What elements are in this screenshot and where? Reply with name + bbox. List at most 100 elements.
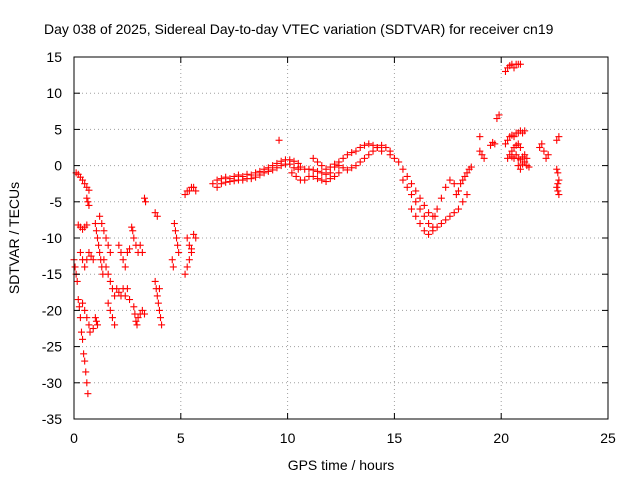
data-point (540, 147, 548, 155)
data-point (85, 248, 93, 256)
data-point (305, 165, 313, 173)
data-point (461, 172, 469, 180)
data-point (318, 162, 326, 170)
data-point (121, 263, 129, 271)
data-point (151, 209, 159, 217)
data-point (360, 154, 368, 162)
data-point (459, 176, 467, 184)
data-point (343, 166, 351, 174)
axis-ticks (73, 56, 609, 420)
data-point (521, 158, 529, 166)
data-point (412, 187, 420, 195)
data-point (140, 194, 148, 202)
data-point (104, 299, 112, 307)
data-point (98, 220, 106, 228)
x-tick-label: 10 (280, 430, 296, 446)
data-point (106, 248, 114, 256)
data-point (277, 162, 285, 170)
data-point (399, 165, 407, 173)
data-point (87, 252, 95, 260)
data-point (80, 350, 88, 358)
data-point (339, 154, 347, 162)
data-point (123, 248, 131, 256)
data-point (155, 306, 163, 314)
data-point (83, 221, 91, 229)
data-point (446, 176, 454, 184)
data-point (390, 154, 398, 162)
data-point (84, 390, 92, 398)
data-point (104, 270, 112, 278)
data-point (501, 140, 509, 148)
data-point (454, 205, 462, 213)
data-point (83, 379, 91, 387)
data-point (154, 299, 162, 307)
data-point (508, 147, 516, 155)
data-point (463, 191, 471, 199)
data-point (525, 163, 533, 171)
data-point (84, 198, 92, 206)
data-point (553, 183, 561, 191)
data-point (91, 314, 99, 322)
data-point (79, 335, 87, 343)
data-point (100, 227, 108, 235)
data-point (269, 166, 277, 174)
data-point (183, 234, 191, 242)
data-point (185, 187, 193, 195)
data-point (83, 314, 91, 322)
data-point (217, 180, 225, 188)
data-point (91, 220, 99, 228)
data-point (273, 164, 281, 172)
data-point (412, 198, 420, 206)
data-point (554, 180, 562, 188)
y-tick-label: 5 (54, 121, 62, 137)
y-tick-label: -15 (42, 266, 62, 282)
data-point (544, 151, 552, 159)
data-point (450, 209, 458, 217)
data-point (318, 169, 326, 177)
data-point (365, 151, 373, 159)
data-point (322, 165, 330, 173)
data-point (111, 292, 119, 300)
x-tick-label: 5 (177, 430, 185, 446)
data-point (89, 256, 97, 264)
data-point (111, 321, 119, 329)
data-point (504, 154, 512, 162)
data-point (521, 127, 529, 135)
data-point (130, 234, 138, 242)
data-point (412, 212, 420, 220)
data-point (81, 263, 89, 271)
data-point (185, 241, 193, 249)
data-point (403, 183, 411, 191)
data-point (457, 180, 465, 188)
data-point (493, 115, 501, 123)
data-point (129, 227, 137, 235)
data-point (437, 194, 445, 202)
data-point (126, 296, 134, 304)
data-point (95, 241, 103, 249)
data-point (79, 176, 87, 184)
data-point (102, 263, 110, 271)
data-point (264, 167, 272, 175)
data-point (437, 220, 445, 228)
data-point (115, 241, 123, 249)
data-point (123, 285, 131, 293)
data-point (373, 144, 381, 151)
data-points (70, 60, 563, 398)
data-point (360, 141, 368, 149)
data-point (331, 172, 339, 180)
data-point (77, 328, 85, 336)
data-point (81, 357, 89, 365)
data-point (416, 205, 424, 213)
data-point (83, 256, 91, 264)
data-point (292, 172, 300, 180)
data-point (403, 172, 411, 180)
data-point (93, 321, 101, 329)
data-point (140, 310, 148, 318)
data-point (395, 158, 403, 166)
data-point (153, 292, 161, 300)
data-point (71, 263, 79, 271)
data-point (157, 314, 165, 322)
data-point (85, 186, 93, 194)
data-point (171, 227, 179, 235)
